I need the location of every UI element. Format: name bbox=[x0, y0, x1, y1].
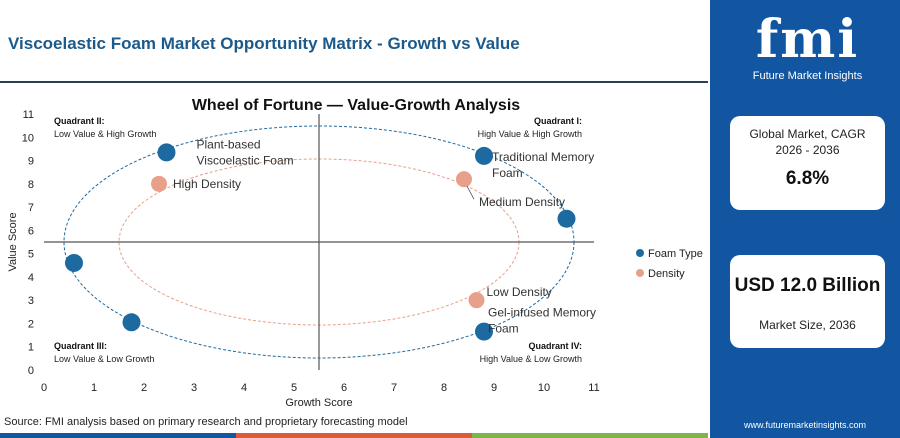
y-tick-label: 8 bbox=[28, 179, 34, 191]
market-size-label: Market Size, 2036 bbox=[759, 318, 856, 332]
x-tick-label: 10 bbox=[538, 382, 550, 394]
data-point bbox=[122, 313, 141, 332]
x-tick-label: 4 bbox=[241, 382, 247, 394]
x-tick-label: 11 bbox=[588, 382, 599, 394]
website-link[interactable]: www.futuremarketinsights.com bbox=[743, 420, 867, 430]
y-tick-label: 9 bbox=[28, 156, 34, 168]
y-tick-label: 10 bbox=[22, 132, 34, 144]
data-point bbox=[475, 322, 493, 341]
fmi-logo: fmi Future Market Insights bbox=[730, 6, 885, 86]
y-tick-label: 3 bbox=[28, 295, 34, 307]
data-point bbox=[456, 171, 472, 188]
logo-wordmark: fmi bbox=[755, 9, 860, 70]
data-point bbox=[65, 253, 83, 272]
y-tick-label: 11 bbox=[23, 109, 34, 121]
opportunity-matrix-chart: Wheel of Fortune — Value-Growth Analysis… bbox=[7, 97, 703, 409]
quadrant-title: Quadrant II: bbox=[54, 116, 105, 126]
cagr-card: Global Market, CAGR 2026 - 2036 6.8% bbox=[730, 116, 885, 210]
point-label: Foam bbox=[488, 322, 519, 336]
bottom-color-bar bbox=[0, 433, 708, 438]
x-tick-label: 2 bbox=[141, 382, 147, 394]
legend-marker bbox=[636, 249, 644, 257]
point-label: Traditional Memory bbox=[492, 150, 594, 164]
y-axis-label: Value Score bbox=[7, 212, 19, 271]
data-point bbox=[157, 143, 176, 162]
label-leader bbox=[466, 185, 475, 200]
legend-marker bbox=[636, 269, 644, 277]
x-axis-label: Growth Score bbox=[285, 397, 352, 409]
chart-area: Wheel of Fortune — Value-Growth Analysis… bbox=[0, 86, 708, 412]
source-note: Source: FMI analysis based on primary re… bbox=[4, 416, 408, 428]
point-label: Gel-infused Memory bbox=[488, 306, 596, 320]
quadrant-subtitle: Low Value & Low Growth bbox=[54, 354, 154, 364]
x-tick-label: 6 bbox=[341, 382, 347, 394]
quadrant-subtitle: High Value & Low Growth bbox=[480, 354, 582, 364]
y-tick-label: 1 bbox=[28, 342, 34, 354]
quadrant-title: Quadrant IV: bbox=[528, 341, 582, 351]
cagr-value: 6.8% bbox=[785, 168, 830, 189]
y-tick-label: 5 bbox=[28, 249, 34, 261]
y-tick-label: 7 bbox=[28, 202, 34, 214]
quadrant-subtitle: Low Value & High Growth bbox=[54, 129, 156, 139]
market-size-card: USD 12.0 Billion Market Size, 2036 bbox=[730, 255, 885, 348]
chart-title: Wheel of Fortune — Value-Growth Analysis bbox=[192, 97, 520, 114]
data-point bbox=[557, 209, 576, 228]
quadrant-title: Quadrant I: bbox=[534, 116, 582, 126]
y-tick-label: 4 bbox=[28, 272, 34, 284]
point-label: High Density bbox=[173, 177, 241, 191]
x-tick-label: 7 bbox=[391, 382, 397, 394]
cagr-label: Global Market, CAGR 2026 - 2036 bbox=[749, 127, 866, 157]
page-title: Viscoelastic Foam Market Opportunity Mat… bbox=[8, 34, 520, 53]
point-label: Low Density bbox=[487, 285, 552, 299]
legend-label: Density bbox=[648, 268, 685, 280]
data-point bbox=[151, 175, 167, 192]
data-point bbox=[468, 292, 485, 309]
point-label: Plant-based bbox=[197, 137, 261, 151]
x-tick-label: 8 bbox=[441, 382, 447, 394]
point-label: Viscoelastic Foam bbox=[197, 153, 294, 167]
y-tick-label: 2 bbox=[28, 318, 34, 330]
x-tick-label: 3 bbox=[191, 382, 197, 394]
data-point bbox=[475, 146, 493, 165]
quadrant-subtitle: High Value & High Growth bbox=[478, 129, 582, 139]
x-tick-label: 0 bbox=[41, 382, 47, 394]
side-panel: fmi Future Market Insights Global Market… bbox=[710, 0, 900, 438]
header-divider bbox=[0, 81, 708, 83]
logo-subtitle: Future Market Insights bbox=[752, 70, 863, 82]
quadrant-title: Quadrant III: bbox=[54, 341, 107, 351]
point-label: Medium Density bbox=[479, 195, 565, 209]
x-tick-label: 9 bbox=[491, 382, 497, 394]
x-tick-label: 1 bbox=[91, 382, 97, 394]
legend-label: Foam Type bbox=[648, 248, 703, 260]
point-label: Foam bbox=[492, 166, 523, 180]
market-size-value: USD 12.0 Billion bbox=[734, 275, 881, 296]
x-tick-label: 5 bbox=[291, 382, 297, 394]
y-tick-label: 0 bbox=[28, 365, 34, 377]
y-tick-label: 6 bbox=[28, 225, 34, 237]
